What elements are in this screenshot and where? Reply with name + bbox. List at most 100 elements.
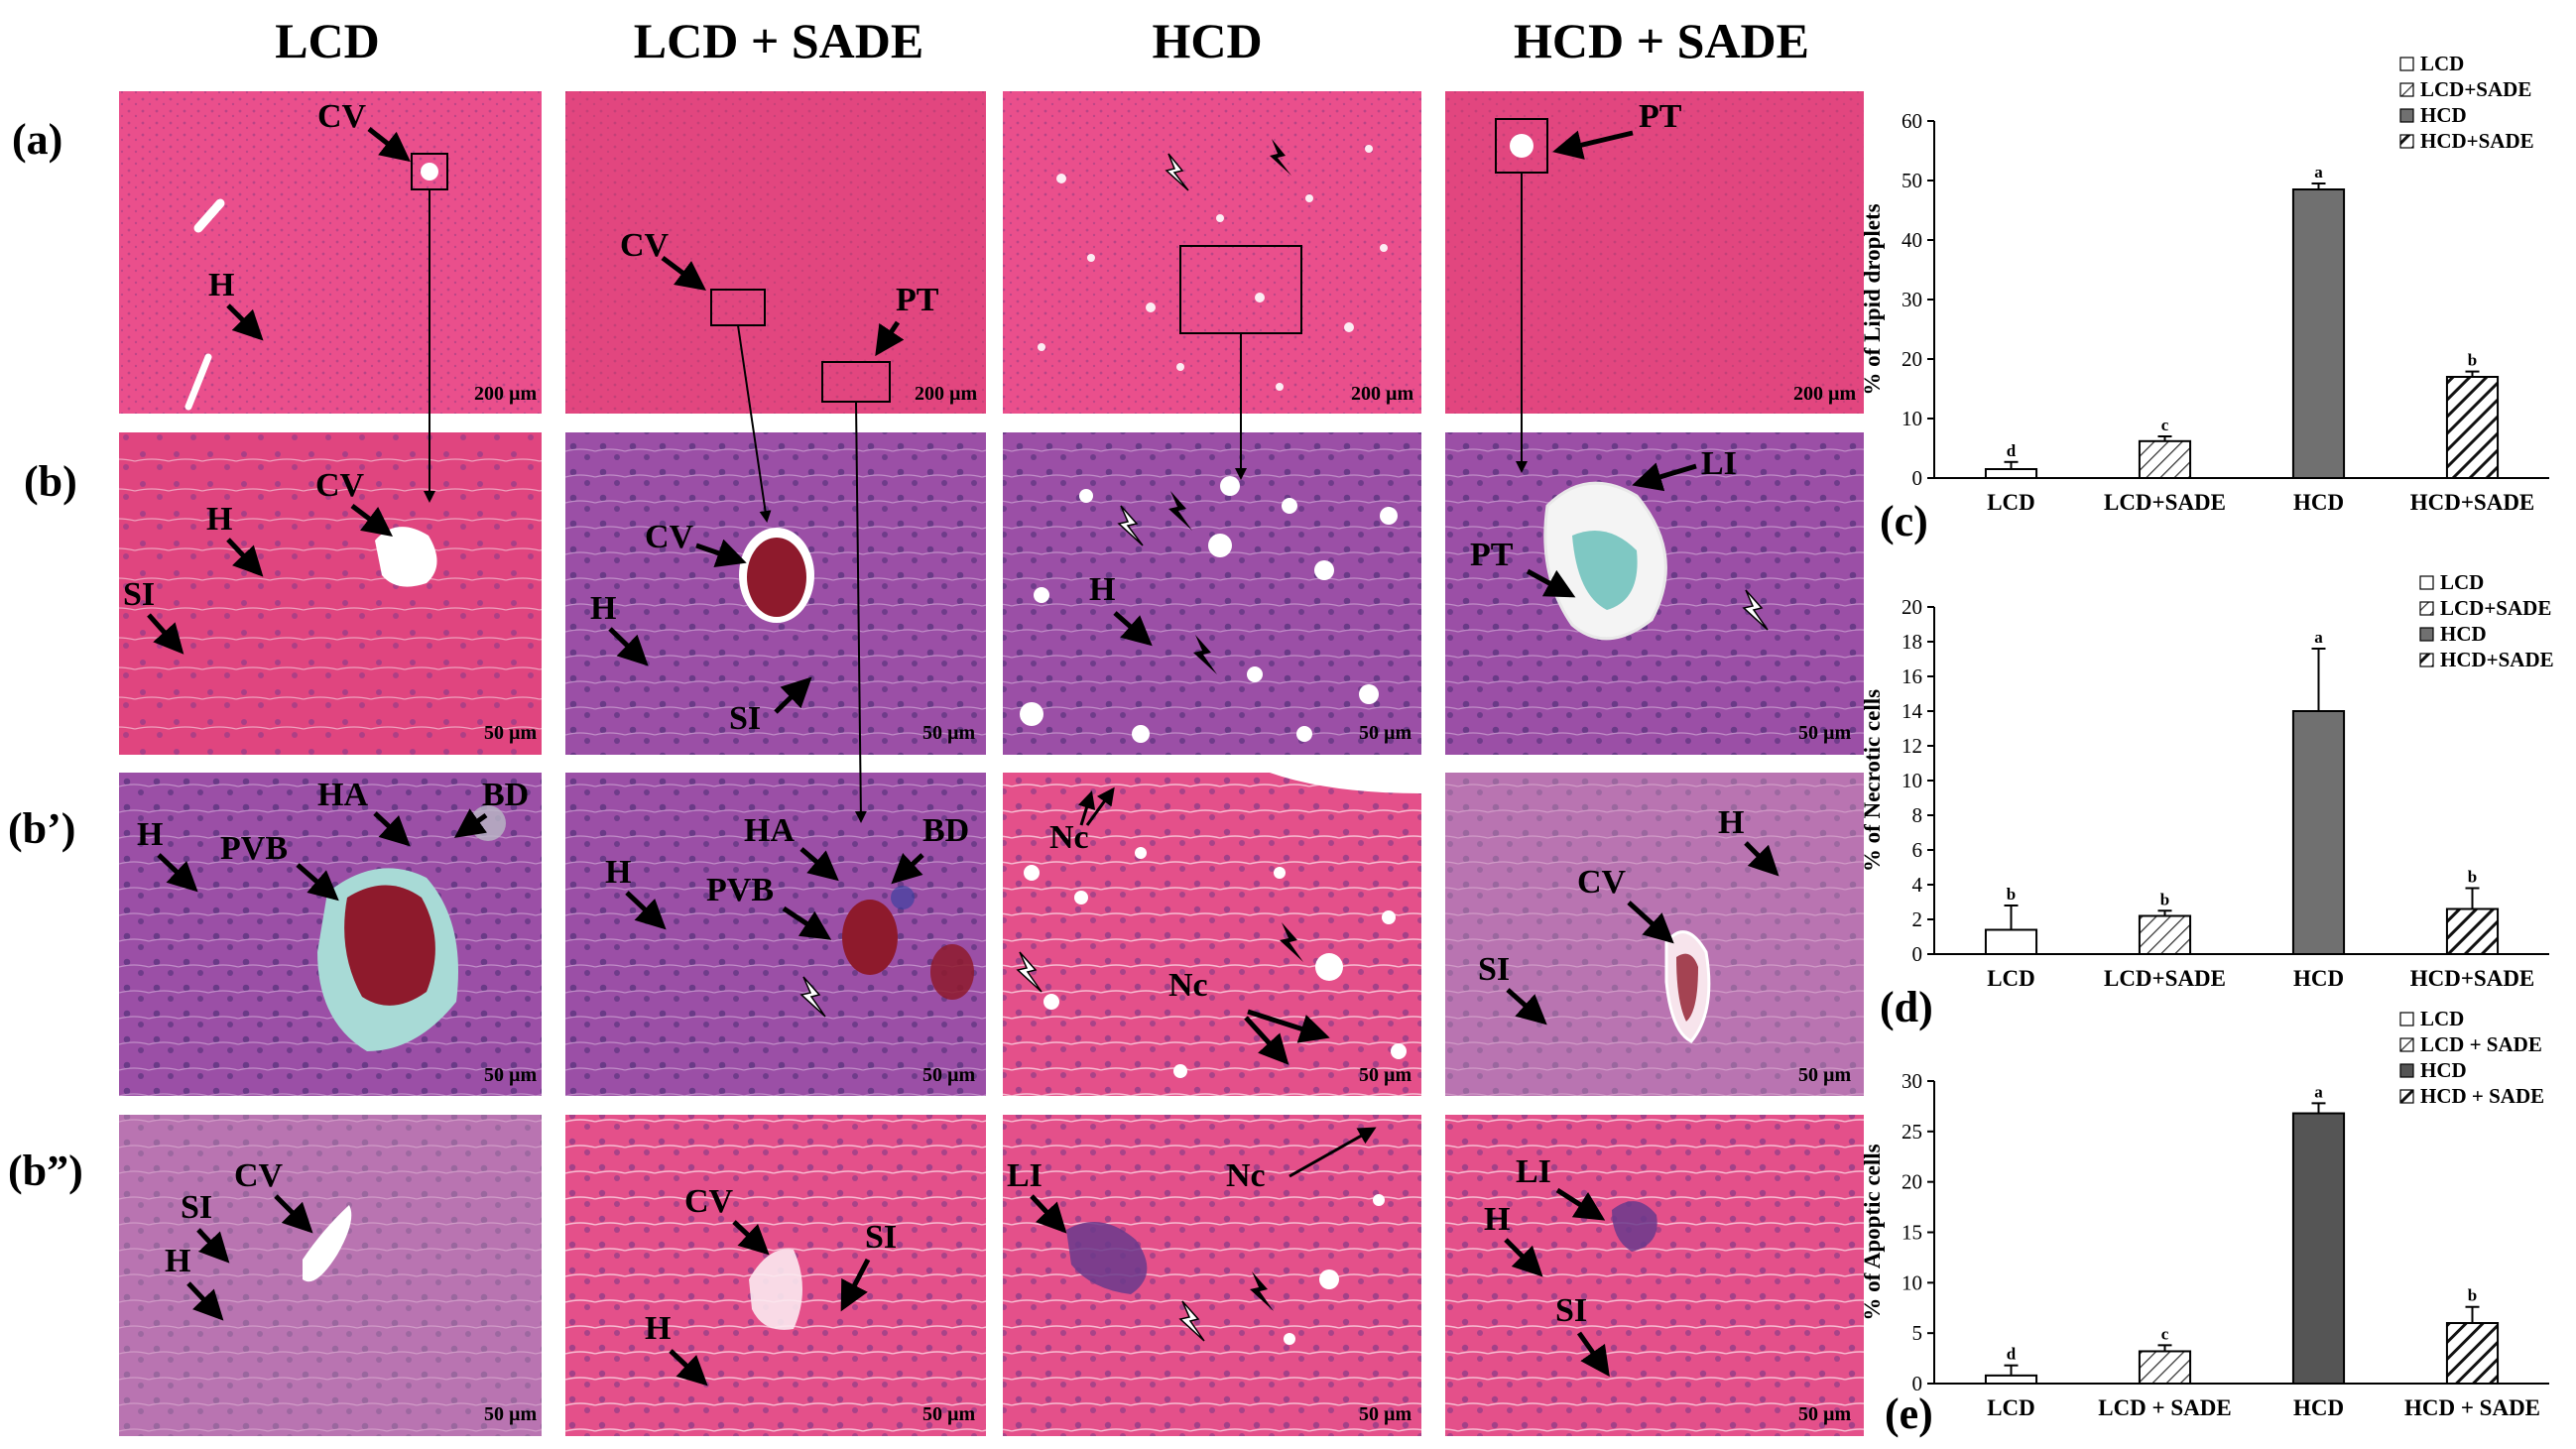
panel-label: SI [865, 1219, 897, 1256]
significance-letter: b [2468, 868, 2477, 887]
micrograph-b-hcd-sade: LI PT 50 µm [1445, 432, 1864, 755]
y-tick-label: 30 [1901, 1069, 1922, 1093]
bar [2445, 907, 2500, 955]
category-label: LCD+SADE [2104, 966, 2226, 991]
legend-label: HCD [2440, 622, 2487, 646]
significance-letter: a [2314, 1082, 2323, 1101]
micrograph-b-lcd: CV H SI 50 µm [119, 432, 542, 755]
significance-letter: a [2314, 163, 2323, 181]
y-tick-label: 4 [1912, 873, 1923, 897]
y-tick-label: 8 [1912, 803, 1923, 827]
panel-label: CV [1577, 864, 1627, 901]
scale-bar: 200 µm [915, 383, 978, 405]
panel-label: PT [1639, 98, 1682, 135]
micrograph-a-hcd-sade: PT 200 µm [1445, 91, 1864, 414]
bar [1984, 1374, 2038, 1386]
legend-label: LCD+SADE [2440, 596, 2551, 620]
legend-swatch [2399, 1037, 2414, 1052]
micrograph-b2-hcd: Nc Nc 50 µm [1003, 773, 1421, 1096]
legend-swatch [2419, 601, 2434, 616]
panel-label: LI [1007, 1157, 1043, 1194]
column-header: HCD + SADE [1514, 13, 1809, 68]
bar [1984, 928, 2038, 955]
legend-swatch [2419, 575, 2434, 590]
micrograph-b2-lcd: H PVB HA BD 50 µm [119, 773, 542, 1096]
bar-chart: 0 10 20 30 40 50 60 % of Lipid droplets d LCD c LCD… [1860, 52, 2549, 545]
panel-label: SI [1555, 1292, 1587, 1329]
panel-label: LI [1701, 445, 1737, 482]
category-label: HCD+SADE [2410, 490, 2535, 515]
legend-swatch [2399, 1089, 2414, 1104]
significance-letter: d [2007, 1345, 2017, 1364]
significance-letter: a [2314, 628, 2323, 647]
scale-bar: 50 µm [1359, 722, 1412, 744]
scale-bar: 50 µm [484, 722, 538, 744]
y-tick-label: 0 [1912, 466, 1923, 490]
panel-label: SI [729, 700, 761, 737]
micrograph-b3-lcd-sade: CV SI H 50 µm [565, 1115, 986, 1436]
panel-label: H [208, 267, 234, 303]
panel-label: SI [1478, 951, 1510, 988]
legend-label: HCD + SADE [2420, 1084, 2544, 1108]
panel-label: CV [620, 227, 670, 264]
panel-label: PT [896, 282, 939, 318]
panel-label: H [605, 854, 631, 891]
bar [2138, 914, 2192, 955]
panel-label: Nc [1226, 1157, 1266, 1194]
column-header: HCD [1152, 13, 1262, 68]
y-tick-label: 12 [1901, 734, 1922, 758]
panel-label: H [206, 501, 232, 538]
scale-bar: 50 µm [922, 1403, 976, 1425]
panel-label: H [1484, 1201, 1510, 1238]
scale-bar: 50 µm [1798, 722, 1852, 744]
legend-label: LCD [2420, 1007, 2464, 1030]
panel-label: CV [684, 1183, 734, 1220]
chart-panel-label: (c) [1880, 497, 1928, 545]
significance-letter: b [2007, 885, 2016, 904]
scale-bar: 200 µm [1351, 383, 1414, 405]
bar [2291, 710, 2346, 955]
category-label: LCD+SADE [2104, 490, 2226, 515]
scale-bar: 50 µm [922, 1064, 976, 1086]
micrograph-b3-hcd-sade: LI H SI 50 µm [1445, 1115, 1864, 1436]
category-label: HCD [2293, 966, 2344, 991]
category-label: LCD [1987, 1395, 2035, 1420]
y-axis-label: % of Lipid droplets [1860, 203, 1885, 395]
panel-label: Nc [1168, 967, 1208, 1004]
bar [1984, 468, 2038, 479]
legend-label: HCD [2420, 103, 2467, 127]
micrograph-b-lcd-sade: CV H SI 50 µm [565, 432, 986, 755]
significance-letter: c [2161, 1324, 2169, 1343]
y-tick-label: 0 [1912, 942, 1923, 966]
y-tick-label: 20 [1901, 1170, 1922, 1194]
panel-label: H [137, 816, 163, 853]
bar [2291, 188, 2346, 479]
y-axis-label: % of Apoptic cells [1860, 1144, 1885, 1320]
significance-letter: d [2007, 441, 2017, 460]
chart-panel-label: (e) [1885, 1389, 1933, 1438]
row-label: (b’) [8, 804, 75, 853]
panel-label: PT [1470, 537, 1514, 573]
y-tick-label: 20 [1901, 595, 1922, 619]
y-tick-label: 18 [1901, 630, 1922, 654]
column-header: LCD + SADE [634, 13, 923, 68]
bar [2291, 1112, 2346, 1385]
legend-label: LCD + SADE [2420, 1032, 2542, 1056]
scale-bar: 50 µm [1798, 1064, 1852, 1086]
y-tick-label: 15 [1901, 1221, 1922, 1245]
panel-label: BD [482, 777, 529, 813]
scale-bar: 50 µm [922, 722, 976, 744]
panel-label: PVB [706, 872, 774, 908]
category-label: HCD+SADE [2410, 966, 2535, 991]
legend-label: LCD+SADE [2420, 77, 2531, 101]
scale-bar: 200 µm [1793, 383, 1857, 405]
category-label: HCD [2293, 490, 2344, 515]
significance-letter: b [2468, 1286, 2477, 1305]
significance-letter: b [2160, 890, 2169, 908]
row-label: (b”) [8, 1147, 83, 1195]
category-label: HCD + SADE [2404, 1395, 2540, 1420]
panel-label: BD [922, 812, 969, 849]
panel-label: H [1718, 804, 1744, 841]
legend-swatch [2399, 108, 2414, 123]
